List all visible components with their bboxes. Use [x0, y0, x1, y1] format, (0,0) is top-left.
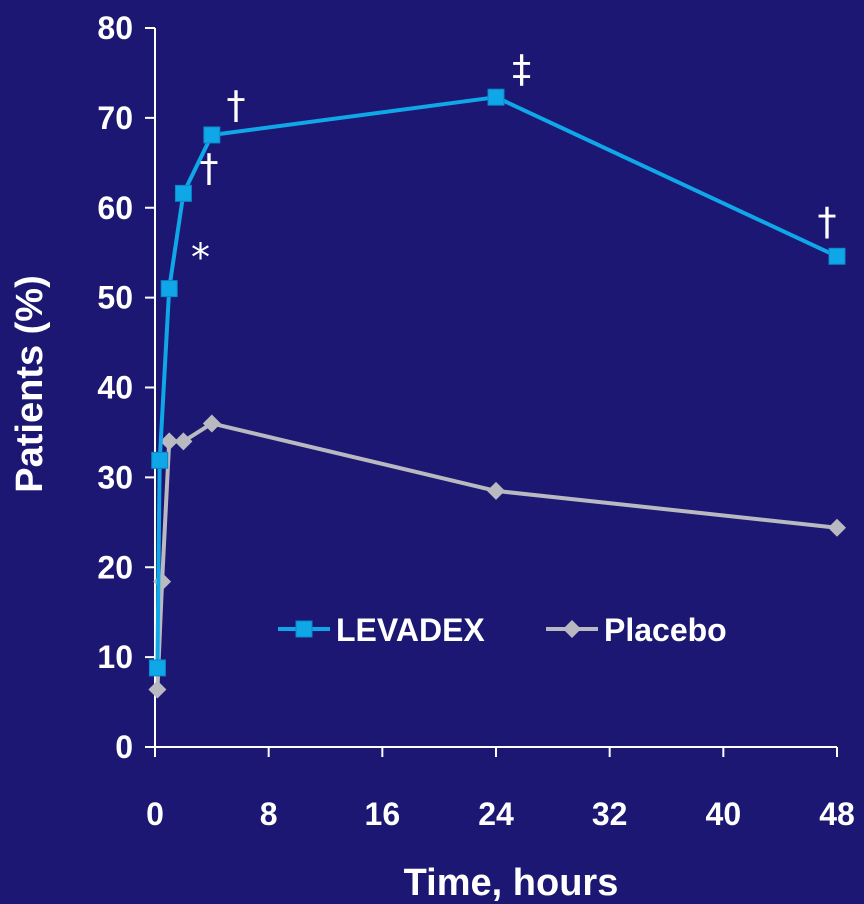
legend-marker-levadex	[295, 620, 313, 638]
data-point-levadex	[487, 88, 505, 106]
y-tick-label: 60	[97, 190, 133, 226]
data-point-levadex	[160, 280, 178, 298]
significance-marker: †	[818, 200, 837, 244]
legend-label-levadex: LEVADEX	[336, 612, 485, 648]
x-tick-label: 40	[706, 796, 742, 832]
data-point-levadex	[174, 184, 192, 202]
data-point-placebo	[174, 432, 193, 451]
y-tick-label: 20	[97, 549, 133, 585]
y-tick-label: 40	[97, 370, 133, 406]
data-point-placebo	[828, 518, 846, 537]
data-point-levadex	[203, 126, 221, 144]
data-point-placebo	[202, 414, 221, 433]
significance-marker: *	[191, 236, 210, 280]
y-tick-label: 10	[97, 639, 133, 675]
data-point-placebo	[487, 481, 505, 500]
y-tick-label: 0	[115, 729, 133, 765]
series-layer	[148, 88, 846, 699]
axes: 0 10 20 30 40 50 60 70 80 0 8 16 24 32 40 48	[97, 10, 854, 832]
x-tick-label: 48	[819, 796, 855, 832]
x-tick-label: 24	[478, 796, 514, 832]
data-point-placebo	[160, 432, 179, 451]
y-tick-label: 50	[97, 280, 133, 316]
x-tick-label: 8	[260, 796, 278, 832]
series-line-levadex	[155, 95, 838, 668]
y-axis-title: Patients (%)	[9, 275, 51, 492]
x-tick-label: 32	[592, 796, 628, 832]
significance-marker: †	[226, 83, 245, 127]
x-tick-label: 0	[146, 796, 164, 832]
data-point-placebo	[148, 680, 167, 699]
x-axis-title: Time, hours	[404, 862, 619, 904]
y-tick-label: 30	[97, 459, 133, 495]
significance-marker: †	[199, 146, 218, 190]
y-tick-label: 80	[97, 10, 133, 46]
y-tick-label: 70	[97, 100, 133, 136]
legend-label-placebo: Placebo	[604, 612, 727, 648]
data-point-levadex	[828, 247, 846, 265]
legend: LEVADEX Placebo	[278, 612, 727, 648]
series-line-placebo	[155, 421, 838, 690]
significance-marker: ‡	[512, 47, 531, 91]
data-point-levadex	[151, 451, 169, 469]
legend-marker-placebo	[563, 620, 581, 638]
x-tick-label: 16	[365, 796, 401, 832]
data-point-levadex	[148, 659, 166, 677]
annotation-layer: *††‡†	[191, 47, 837, 280]
